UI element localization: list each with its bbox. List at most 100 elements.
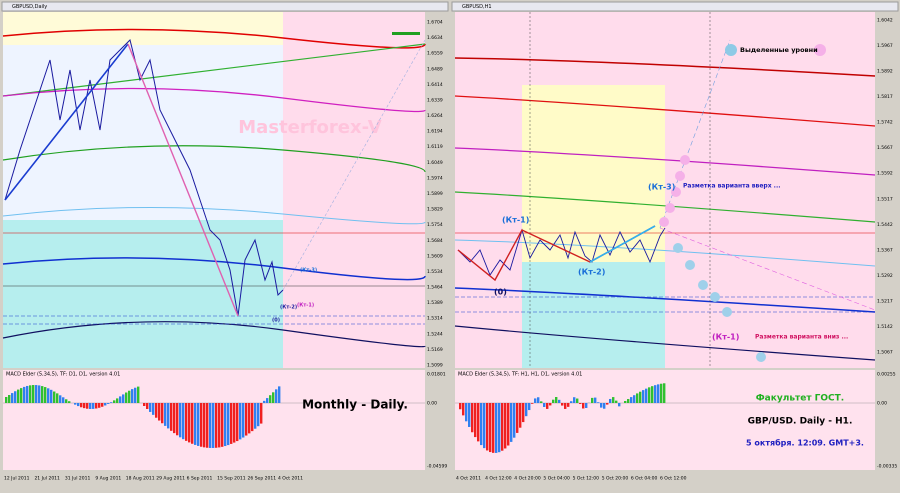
date-label: 12 Jul 2011 [4, 476, 30, 482]
macd-bar [113, 400, 116, 403]
macd-bar [203, 403, 206, 448]
macd-bar [639, 391, 642, 403]
macd-bar [573, 397, 576, 403]
macd-bar [609, 398, 612, 403]
macd-bar [152, 403, 155, 415]
right-window: GBPUSD,H1 Выделенные уровни Разметка вар… [451, 1, 899, 470]
price-label: 1.6049 [427, 160, 443, 166]
macd-bar [498, 403, 501, 453]
price-label: 1.5067 [877, 350, 893, 356]
macd-bar [459, 403, 462, 410]
macd-bar [495, 403, 498, 453]
macd-bar [197, 403, 200, 446]
macd-bar [648, 387, 651, 403]
macd-bar [134, 387, 137, 403]
macd-bar [215, 403, 218, 448]
macd-bar [531, 403, 534, 404]
macd-bar [206, 403, 209, 448]
macd-bar [233, 403, 236, 443]
macd-bar [23, 386, 26, 403]
macd-bar [492, 403, 495, 453]
macd-bar [53, 391, 56, 403]
price-label: 1.6194 [427, 129, 443, 135]
macd-bar [188, 403, 191, 443]
wave-label: (Кт-1) [297, 303, 314, 309]
price-label: 1.5244 [427, 331, 443, 337]
macd-bar [624, 401, 627, 403]
date-label: 6 Oct 12:00 [660, 476, 687, 482]
macd-bar [164, 403, 167, 426]
macd-bar [519, 403, 522, 428]
price-label: 1.5534 [427, 269, 443, 275]
date-label: 6 Oct 04:00 [631, 476, 658, 482]
macd-bar [567, 403, 570, 407]
date-label: 31 Jul 2011 [65, 476, 91, 482]
macd-title: MACD Elder (5,34,5), TF: D1, D1, version… [6, 372, 120, 378]
macd-bar [651, 386, 654, 403]
macd-bar [125, 392, 128, 403]
wave-label: (0) [272, 318, 280, 324]
macd-bar [600, 403, 603, 408]
date-label: 4 Oct 2011 [278, 476, 303, 482]
macd-bar [236, 403, 239, 442]
macd-label: 0.01801 [427, 372, 446, 378]
macd-bar [8, 395, 11, 403]
macd-bar [176, 403, 179, 436]
macd-bar [522, 403, 525, 423]
macd-label: 0.00255 [877, 372, 896, 378]
macd-bar [83, 403, 86, 409]
note: Разметка варианта вниз ... [755, 334, 848, 341]
left-window: GBPUSD,Daily Masterforex-V (Кт-3) (Кт-1)… [1, 1, 449, 470]
date-label: 18 Aug 2011 [126, 476, 155, 482]
price-label: 1.5592 [877, 171, 893, 177]
date-label: 29 Aug 2011 [156, 476, 185, 482]
price-label: 1.6042 [877, 18, 893, 24]
macd-bar [257, 403, 260, 427]
price-label: 1.6339 [427, 97, 443, 103]
price-label: 1.5684 [427, 238, 443, 244]
macd-bar [155, 403, 158, 418]
macd-bar [26, 385, 29, 403]
wave-label: (Кт-1) [712, 333, 739, 342]
date-label: 4 Oct 2011 [456, 476, 481, 482]
macd-bar [137, 386, 140, 403]
price-label: 1.5464 [427, 285, 443, 291]
macd-bar [534, 398, 537, 403]
macd-bar [657, 384, 660, 403]
caption: GBP/USD. Daily - H1. [748, 417, 853, 427]
macd-bar [35, 385, 38, 403]
macd-bar [570, 401, 573, 403]
macd-bar [56, 393, 59, 403]
axis-labels: 1.6704 1.6634 1.6559 1.6489 1.6414 1.6339 1.62… [4, 18, 897, 482]
macd-bar [77, 403, 80, 407]
macd-bar [513, 403, 516, 438]
macd-bar [179, 403, 182, 438]
macd-bar [242, 403, 245, 438]
macd-bar [191, 403, 194, 444]
price-label: 1.5899 [427, 191, 443, 197]
macd-bar [20, 388, 23, 403]
macd-bar [92, 403, 95, 409]
macd-bar [543, 403, 546, 407]
caption: 5 октября. 12:09. GMT+3. [746, 438, 864, 448]
price-label: 1.6704 [427, 20, 443, 26]
macd-bar [170, 403, 173, 431]
macd-bar [645, 388, 648, 403]
wave-label: (Кт-1) [502, 216, 529, 225]
macd-bar [576, 398, 579, 403]
macd-bar [263, 400, 266, 403]
macd-bar [275, 389, 278, 403]
macd-histogram [5, 385, 281, 448]
price-label: 1.5314 [427, 316, 443, 322]
macd-bar [227, 403, 230, 446]
date-label: 26 Sep 2011 [248, 476, 277, 482]
date-label: 21 Jul 2011 [34, 476, 60, 482]
macd-bar [552, 399, 555, 403]
macd-bar [540, 401, 543, 403]
macd-bar [510, 403, 513, 442]
price-label: 1.6559 [427, 51, 443, 57]
macd-bar [80, 403, 83, 408]
date-label: 4 Oct 20:00 [514, 476, 541, 482]
macd-label: 0.00 [877, 401, 887, 407]
